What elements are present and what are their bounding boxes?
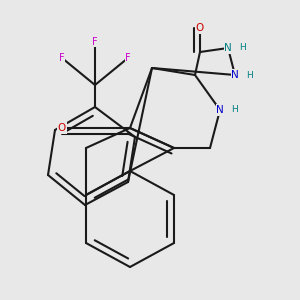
Text: N: N	[216, 105, 224, 115]
Text: H: H	[246, 70, 253, 80]
Text: F: F	[59, 53, 65, 63]
Text: N: N	[231, 70, 239, 80]
Text: F: F	[125, 53, 131, 63]
Text: F: F	[92, 37, 98, 47]
Text: O: O	[58, 123, 66, 133]
Text: H: H	[231, 106, 238, 115]
Text: N: N	[224, 43, 232, 53]
Text: O: O	[196, 23, 204, 33]
Text: H: H	[239, 44, 246, 52]
